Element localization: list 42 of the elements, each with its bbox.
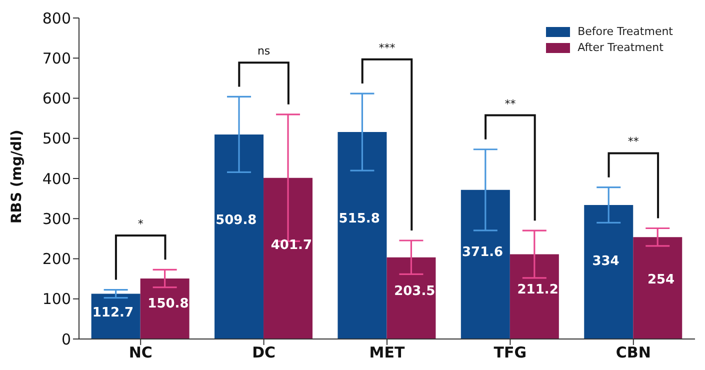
data-label: 254 [647, 272, 675, 288]
data-label: 334 [592, 254, 620, 269]
annotation: *** [378, 41, 396, 54]
y-tick-label: 0 [61, 330, 71, 348]
bar [214, 134, 264, 339]
y-tick-label: 100 [42, 290, 71, 308]
data-label: 203.5 [394, 284, 436, 300]
bar [338, 132, 387, 339]
legend-label: Before Treatment [578, 24, 673, 40]
y-axis-title: RBS (mg/dl) [8, 130, 25, 224]
y-tick-label: 700 [42, 49, 71, 68]
legend-label: After Treatment [578, 40, 664, 56]
y-tick-label: 300 [42, 210, 71, 228]
x-tick-label: MET [369, 344, 406, 362]
data-label: 150.8 [148, 296, 189, 312]
data-label: 211.2 [517, 282, 558, 298]
y-tick-label: 200 [42, 250, 71, 268]
bar [386, 257, 436, 339]
y-tick-label: 400 [42, 170, 71, 188]
annotation: * [138, 218, 144, 231]
bar [584, 204, 634, 339]
x-tick-label: NC [128, 344, 152, 362]
x-tick-label: CBN [616, 344, 651, 362]
bar [140, 278, 190, 339]
y-tick-label: 600 [42, 90, 71, 108]
bar [91, 294, 140, 339]
x-tick-label: DC [252, 344, 276, 362]
y-tick-label: 800 [42, 9, 71, 28]
data-label: 371.6 [462, 245, 504, 260]
data-label: 509.8 [216, 212, 257, 228]
y-tick-label: 500 [42, 130, 71, 148]
bar [460, 190, 510, 339]
annotation: ** [628, 135, 640, 148]
x-tick-label: TFG [494, 344, 527, 362]
data-label: 515.8 [338, 212, 380, 227]
annotation: ns [257, 44, 270, 58]
data-label: 112.7 [92, 305, 134, 320]
annotation: ** [504, 97, 516, 110]
bar [264, 178, 313, 339]
data-label: 401.7 [270, 238, 312, 254]
bar [633, 237, 682, 339]
bar [510, 254, 559, 339]
